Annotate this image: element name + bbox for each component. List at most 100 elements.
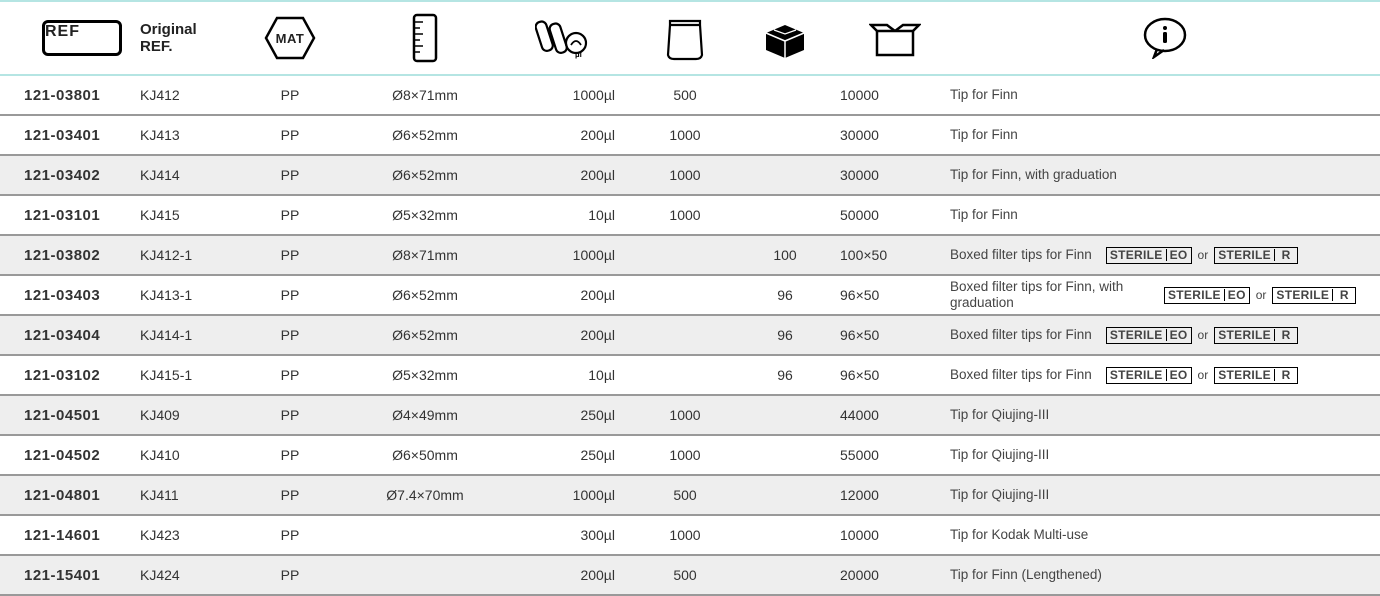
cell-box: [730, 555, 840, 595]
cell-ref: 121-03401: [0, 115, 140, 155]
cell-case: 10000: [840, 75, 950, 115]
cell-box: 100: [730, 235, 840, 275]
cell-mat: PP: [240, 315, 340, 355]
cell-bag: 500: [640, 475, 730, 515]
cell-oref: KJ413-1: [140, 275, 240, 315]
info-text: Tip for Finn (Lengthened): [950, 567, 1102, 583]
cell-mat: PP: [240, 355, 340, 395]
col-head-volume: µl: [510, 1, 640, 75]
cell-size: Ø6×52mm: [340, 115, 510, 155]
col-head-case-qty: [840, 1, 950, 75]
ref-icon-label: REF: [45, 23, 80, 40]
cell-bag: 500: [640, 555, 730, 595]
info-icon: [1142, 17, 1188, 59]
sterile-eo-badge: STERILEEO: [1106, 327, 1192, 344]
cell-bag: [640, 275, 730, 315]
table-row: 121-03101 KJ415 PP Ø5×32mm 10µl 1000 500…: [0, 195, 1380, 235]
cell-box: [730, 475, 840, 515]
info-text: Boxed filter tips for Finn, with graduat…: [950, 279, 1150, 310]
cell-box: [730, 155, 840, 195]
cell-bag: 1000: [640, 515, 730, 555]
table-row: 121-14601 KJ423 PP 300µl 1000 10000 Tip …: [0, 515, 1380, 555]
cell-case: 30000: [840, 115, 950, 155]
cell-box: 96: [730, 355, 840, 395]
col-head-material: MAT: [240, 1, 340, 75]
cell-info: Boxed filter tips for Finn STERILEEO or …: [950, 355, 1380, 395]
cell-oref: KJ423: [140, 515, 240, 555]
col-head-info: [950, 1, 1380, 75]
cell-info: Boxed filter tips for Finn STERILEEO or …: [950, 235, 1380, 275]
cell-info: Tip for Finn: [950, 115, 1380, 155]
info-text: Tip for Finn: [950, 127, 1018, 143]
cell-vol: 200µl: [510, 115, 640, 155]
cell-info: Boxed filter tips for Finn STERILEEO or …: [950, 315, 1380, 355]
material-icon: MAT: [264, 16, 316, 60]
cell-case: 10000: [840, 515, 950, 555]
col-head-original-ref: OriginalREF.: [140, 1, 240, 75]
product-table: REF OriginalREF. MAT µl 121-03801 KJ412 …: [0, 0, 1380, 596]
sterile-eo-badge: STERILEEO: [1164, 287, 1250, 304]
cell-size: Ø5×32mm: [340, 195, 510, 235]
cell-mat: PP: [240, 475, 340, 515]
cell-bag: 500: [640, 75, 730, 115]
cell-oref: KJ414: [140, 155, 240, 195]
info-text: Boxed filter tips for Finn: [950, 367, 1092, 383]
table-row: 121-15401 KJ424 PP 200µl 500 20000 Tip f…: [0, 555, 1380, 595]
box-icon: [762, 18, 808, 58]
cell-ref: 121-03402: [0, 155, 140, 195]
cell-vol: 250µl: [510, 435, 640, 475]
col-head-bag-qty: [640, 1, 730, 75]
cell-ref: 121-03802: [0, 235, 140, 275]
cell-vol: 200µl: [510, 275, 640, 315]
cell-info: Tip for Finn: [950, 195, 1380, 235]
cell-size: Ø7.4×70mm: [340, 475, 510, 515]
cell-oref: KJ412: [140, 75, 240, 115]
cell-vol: 200µl: [510, 155, 640, 195]
cell-info: Tip for Qiujing-III: [950, 475, 1380, 515]
cell-mat: PP: [240, 155, 340, 195]
sterile-eo-badge: STERILEEO: [1106, 367, 1192, 384]
cell-bag: 1000: [640, 395, 730, 435]
table-row: 121-04801 KJ411 PP Ø7.4×70mm 1000µl 500 …: [0, 475, 1380, 515]
cell-info: Tip for Qiujing-III: [950, 395, 1380, 435]
sterile-options: STERILEEO or STERILE R: [1164, 287, 1356, 304]
cell-mat: PP: [240, 395, 340, 435]
cell-bag: [640, 315, 730, 355]
cell-info: Tip for Qiujing-III: [950, 435, 1380, 475]
cell-oref: KJ411: [140, 475, 240, 515]
info-text: Boxed filter tips for Finn: [950, 327, 1092, 343]
cell-ref: 121-14601: [0, 515, 140, 555]
cell-ref: 121-15401: [0, 555, 140, 595]
cell-vol: 200µl: [510, 315, 640, 355]
col-head-box-qty: [730, 1, 840, 75]
cell-info: Tip for Finn, with graduation: [950, 155, 1380, 195]
col-head-ref: REF: [0, 1, 140, 75]
cell-oref: KJ413: [140, 115, 240, 155]
info-text: Boxed filter tips for Finn: [950, 247, 1092, 263]
sterile-options: STERILEEO or STERILE R: [1106, 327, 1298, 344]
table-body: 121-03801 KJ412 PP Ø8×71mm 1000µl 500 10…: [0, 75, 1380, 595]
cell-size: Ø6×52mm: [340, 155, 510, 195]
info-text: Tip for Kodak Multi-use: [950, 527, 1088, 543]
cell-case: 30000: [840, 155, 950, 195]
cell-info: Tip for Finn (Lengthened): [950, 555, 1380, 595]
cell-bag: 1000: [640, 435, 730, 475]
cell-box: [730, 515, 840, 555]
info-text: Tip for Finn, with graduation: [950, 167, 1117, 183]
cell-size: Ø6×52mm: [340, 275, 510, 315]
table-row: 121-03404 KJ414-1 PP Ø6×52mm 200µl 96 96…: [0, 315, 1380, 355]
cell-bag: [640, 355, 730, 395]
cell-vol: 300µl: [510, 515, 640, 555]
cell-vol: 1000µl: [510, 475, 640, 515]
info-text: Tip for Qiujing-III: [950, 407, 1049, 423]
table-row: 121-04501 KJ409 PP Ø4×49mm 250µl 1000 44…: [0, 395, 1380, 435]
cell-case: 20000: [840, 555, 950, 595]
table-row: 121-03801 KJ412 PP Ø8×71mm 1000µl 500 10…: [0, 75, 1380, 115]
cell-bag: 1000: [640, 115, 730, 155]
cell-ref: 121-04501: [0, 395, 140, 435]
cell-box: 96: [730, 315, 840, 355]
cell-oref: KJ412-1: [140, 235, 240, 275]
cell-box: [730, 395, 840, 435]
cell-box: [730, 195, 840, 235]
cell-box: [730, 435, 840, 475]
